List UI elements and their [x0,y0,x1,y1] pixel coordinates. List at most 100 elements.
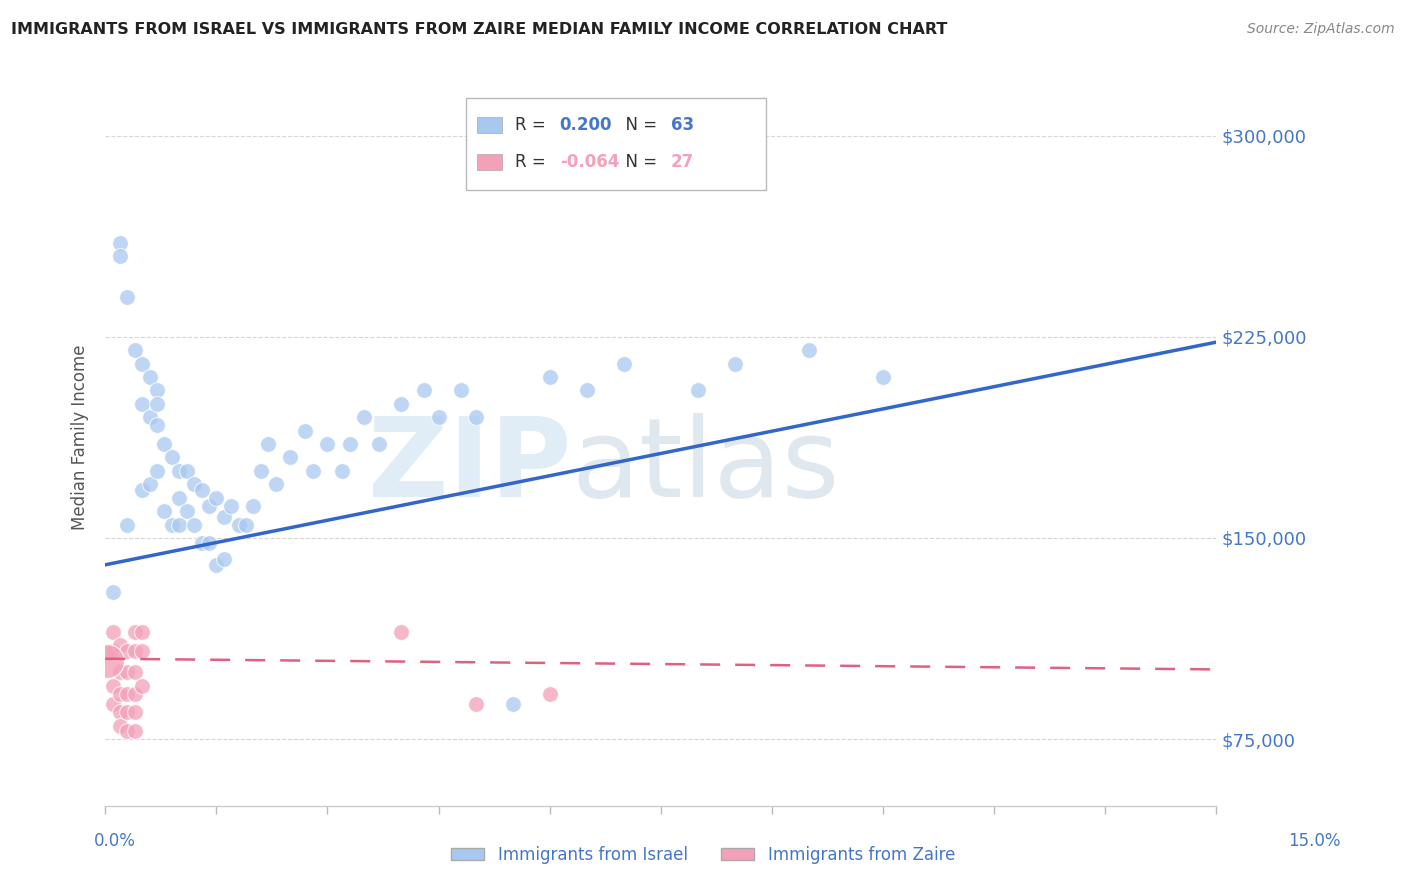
Point [235,517,257,532]
Point [464,410,486,425]
Point [138,370,160,384]
Point [301,464,323,478]
Point [124,665,146,679]
Point [117,706,139,720]
Point [124,624,146,639]
Point [280,450,302,465]
Text: Source: ZipAtlas.com: Source: ZipAtlas.com [1247,22,1395,37]
Point [176,504,198,518]
Point [450,384,472,398]
Point [205,558,228,572]
Point [339,437,361,451]
Text: IMMIGRANTS FROM ISRAEL VS IMMIGRANTS FROM ZAIRE MEDIAN FAMILY INCOME CORRELATION: IMMIGRANTS FROM ISRAEL VS IMMIGRANTS FRO… [11,22,948,37]
Point [117,687,139,701]
Point [294,424,316,438]
Point [391,624,413,639]
Point [101,679,124,693]
Point [124,343,146,358]
Point [146,418,169,433]
Text: 63: 63 [671,116,695,135]
Point [538,687,561,701]
Point [117,724,139,739]
Point [124,643,146,657]
Point [108,665,131,679]
Point [538,370,561,384]
Text: atlas: atlas [572,413,841,520]
Point [108,638,131,652]
Text: 0.0%: 0.0% [94,831,136,849]
Point [101,624,124,639]
Text: R =: R = [515,153,551,171]
Point [138,477,160,491]
Point [212,509,235,524]
Point [228,517,250,532]
Point [117,643,139,657]
Text: -0.064: -0.064 [560,153,619,171]
Point [249,464,271,478]
Point [146,397,169,411]
Point [797,343,820,358]
Text: 27: 27 [671,153,695,171]
Text: R =: R = [515,116,551,135]
Point [160,450,183,465]
Point [124,687,146,701]
Point [160,517,183,532]
Text: N =: N = [616,116,662,135]
Point [153,504,176,518]
Point [124,724,146,739]
Point [138,410,160,425]
Point [131,643,153,657]
Point [169,491,191,505]
Point [183,477,205,491]
Point [316,437,339,451]
Point [242,499,264,513]
Legend: Immigrants from Israel, Immigrants from Zaire: Immigrants from Israel, Immigrants from … [444,839,962,871]
Point [353,410,375,425]
Point [257,437,280,451]
Point [464,698,486,712]
Point [101,698,124,712]
Point [212,552,235,566]
Point [101,584,124,599]
Text: 15.0%: 15.0% [1288,831,1341,849]
Point [724,357,747,371]
Point [169,517,191,532]
Point [108,719,131,733]
Point [131,624,153,639]
Point [575,384,598,398]
Point [108,706,131,720]
Point [412,384,434,398]
Point [190,483,212,497]
Point [368,437,391,451]
Point [502,698,524,712]
Point [427,410,450,425]
Point [872,370,894,384]
Point [108,235,131,250]
Point [219,499,242,513]
Point [124,706,146,720]
Y-axis label: Median Family Income: Median Family Income [72,344,89,530]
Point [198,499,221,513]
Point [146,464,169,478]
Bar [478,117,502,134]
Point [108,687,131,701]
Point [686,384,709,398]
Point [190,536,212,550]
Point [176,464,198,478]
Point [131,483,153,497]
Point [205,491,228,505]
Text: N =: N = [616,153,662,171]
Point [101,643,124,657]
Point [117,665,139,679]
Point [117,289,139,303]
Point [391,397,413,411]
Point [146,384,169,398]
Point [169,464,191,478]
Point [131,357,153,371]
Text: 0.200: 0.200 [560,116,612,135]
Text: ZIP: ZIP [368,413,572,520]
Point [108,249,131,263]
Point [330,464,353,478]
Point [198,536,221,550]
Point [264,477,287,491]
